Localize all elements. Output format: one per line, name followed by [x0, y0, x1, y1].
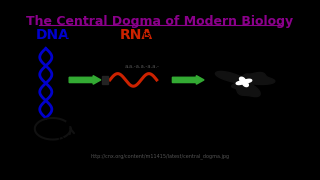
Text: http://cnx.org/content/m11415/latest/central_dogma.jpg: http://cnx.org/content/m11415/latest/cen…: [91, 153, 229, 159]
Text: is Transcribed to: is Transcribed to: [66, 31, 140, 40]
Text: DNA: DNA: [123, 134, 152, 147]
FancyArrow shape: [172, 76, 204, 84]
Text: Protein: Protein: [189, 28, 252, 43]
Text: is copied to: is copied to: [146, 136, 195, 145]
Text: The Central Dogma of Modern Biology: The Central Dogma of Modern Biology: [27, 15, 293, 28]
Text: a.a.-a.a.-a.a.-: a.a.-a.a.-a.a.-: [125, 64, 160, 69]
Polygon shape: [236, 77, 252, 87]
Text: RNA: RNA: [119, 28, 152, 42]
Bar: [102, 76, 108, 84]
Text: DNA: DNA: [184, 134, 213, 147]
Polygon shape: [215, 71, 275, 97]
Text: During Replication: During Replication: [58, 136, 136, 145]
FancyArrow shape: [69, 76, 101, 84]
Text: DNA: DNA: [36, 28, 70, 42]
Text: is Translated to: is Translated to: [143, 31, 212, 40]
